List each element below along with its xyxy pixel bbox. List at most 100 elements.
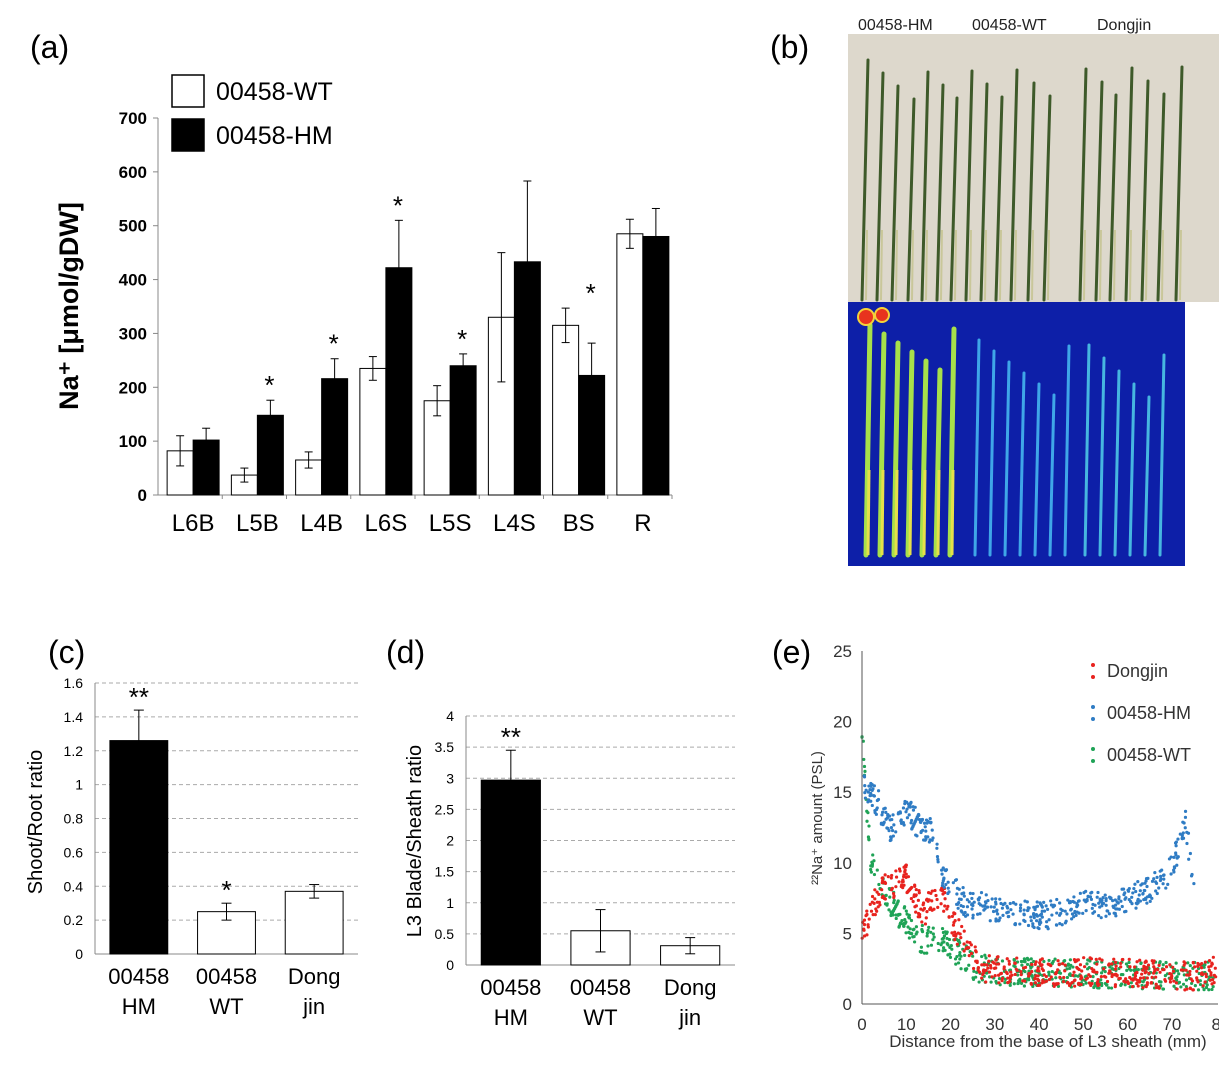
data-point [1135, 960, 1139, 964]
data-point [925, 910, 929, 914]
data-point [1063, 959, 1067, 963]
data-point [914, 910, 918, 914]
data-point [904, 872, 908, 876]
data-point [1114, 964, 1118, 968]
leaf [890, 84, 900, 302]
data-point [988, 975, 992, 979]
data-point [1061, 980, 1066, 984]
data-point [1153, 967, 1157, 971]
data-point [1177, 972, 1181, 976]
bar [616, 233, 644, 496]
data-point [1007, 962, 1011, 966]
data-point [942, 877, 946, 881]
y-tick-label: 0 [138, 486, 147, 505]
significance-mark: * [329, 329, 339, 359]
data-point [1112, 911, 1116, 915]
data-point [1207, 988, 1211, 992]
data-point [908, 805, 912, 809]
data-point [1179, 968, 1183, 972]
data-point [872, 872, 877, 877]
data-point [960, 924, 964, 929]
data-point [1050, 969, 1054, 974]
data-point [943, 904, 947, 908]
data-point [1134, 889, 1138, 894]
data-point [975, 959, 979, 963]
y-tick-label: 0.2 [64, 912, 84, 928]
data-point [1008, 983, 1012, 987]
data-point [1022, 918, 1026, 922]
data-point [946, 953, 950, 957]
data-point [863, 791, 867, 795]
data-point [1051, 982, 1056, 986]
y-tick-label: 1.6 [64, 675, 84, 691]
data-point [1039, 920, 1043, 925]
data-point [937, 948, 941, 953]
data-point [925, 934, 929, 938]
data-point [1026, 906, 1030, 910]
data-point [929, 820, 933, 824]
data-point [928, 907, 932, 911]
data-point [1133, 974, 1138, 978]
leaf-signal-dongjin [1098, 356, 1106, 557]
data-point [1026, 958, 1031, 962]
data-point [1030, 969, 1034, 974]
data-point [980, 976, 984, 980]
data-point [1164, 965, 1169, 969]
data-point [991, 909, 996, 914]
data-point [1200, 971, 1204, 975]
data-point [1154, 889, 1158, 893]
data-point [1013, 972, 1017, 977]
data-point [1158, 961, 1162, 965]
chart-d-bars: ** [480, 722, 721, 966]
data-point [936, 857, 940, 862]
data-point [1126, 980, 1130, 984]
y-tick-label: 25 [833, 642, 852, 661]
data-point [894, 869, 898, 873]
data-point [994, 917, 998, 921]
panel-b-image: 00458-HM 00458-WT Dongjin [848, 17, 1219, 566]
data-point [1211, 985, 1215, 989]
data-point [1174, 851, 1178, 855]
data-point [971, 913, 975, 917]
data-point [880, 813, 884, 817]
data-point [1111, 899, 1115, 903]
data-point [1154, 975, 1158, 979]
data-point [929, 943, 934, 947]
legend-marker [1091, 663, 1095, 667]
data-point [1019, 959, 1023, 964]
data-point [959, 967, 963, 971]
data-point [1133, 882, 1137, 886]
data-point [1009, 970, 1013, 974]
data-point [897, 880, 901, 884]
data-point [905, 800, 909, 804]
data-point [889, 910, 893, 914]
data-point [884, 810, 888, 814]
data-point [886, 812, 890, 817]
data-point [1069, 963, 1073, 968]
data-point [1145, 976, 1149, 980]
data-point [1022, 908, 1026, 912]
data-point [1161, 873, 1166, 877]
data-point [1100, 958, 1104, 962]
data-point [1030, 974, 1034, 978]
data-point [1137, 893, 1141, 897]
data-point [1144, 877, 1149, 881]
data-point [1065, 967, 1069, 971]
data-point [947, 890, 951, 894]
leaf-signal-wt [1048, 393, 1056, 557]
data-point [990, 975, 994, 979]
data-point [1107, 912, 1111, 916]
data-point [1164, 886, 1168, 890]
leaf [1094, 80, 1104, 302]
data-point [1176, 837, 1180, 841]
data-point [870, 894, 875, 899]
data-point [1175, 856, 1179, 860]
data-point [1152, 877, 1156, 881]
data-point [1103, 893, 1107, 897]
data-point [1003, 980, 1007, 985]
y-tick-label: 3 [446, 770, 454, 786]
data-point [1104, 914, 1108, 918]
data-point [977, 980, 981, 984]
data-point [935, 842, 939, 846]
data-point [863, 796, 868, 800]
